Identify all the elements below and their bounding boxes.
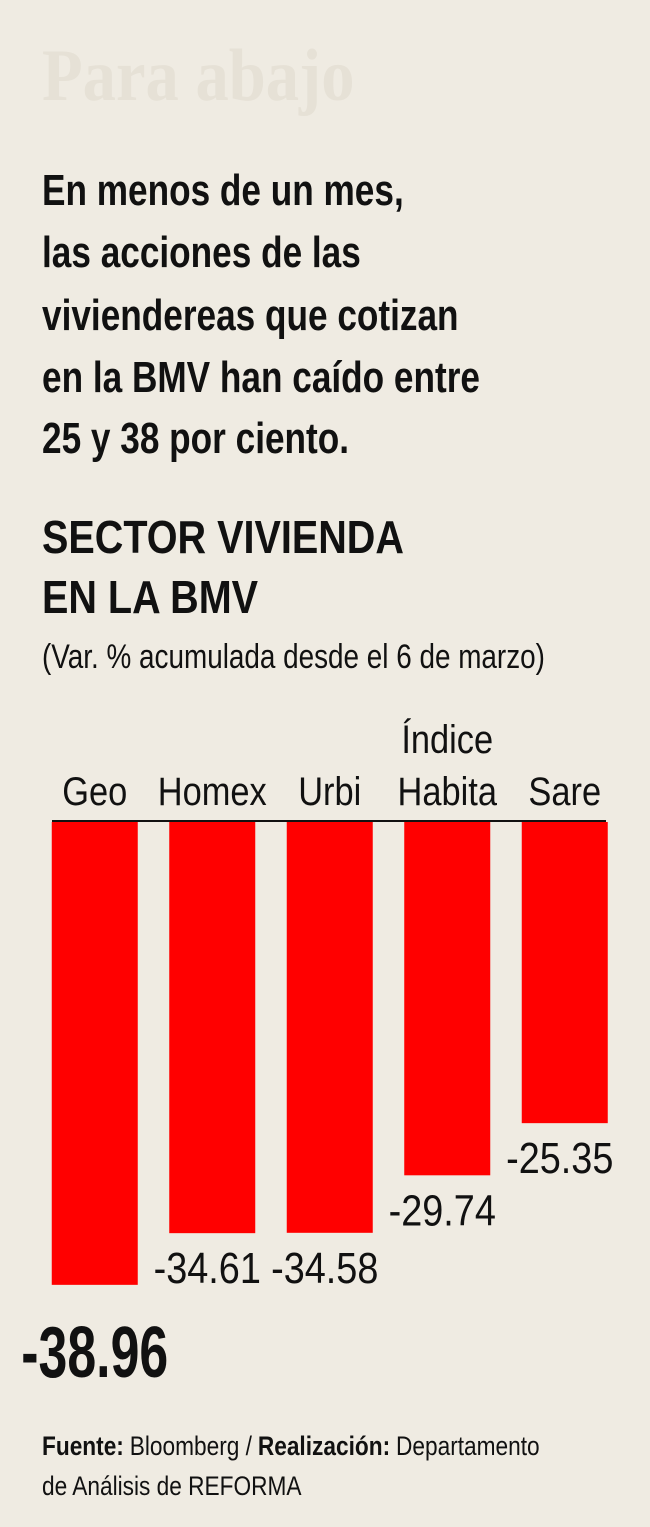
bar — [404, 822, 491, 1176]
chart-note: (Var. % acumulada desde el 6 de marzo) — [42, 637, 545, 675]
subtitle-line: 25 y 38 por ciento. — [42, 414, 349, 463]
bar — [521, 822, 608, 1124]
value-label: -38.96 — [21, 1313, 168, 1393]
subtitle-line: viviendereas que cotizan — [42, 291, 459, 340]
credit-text: de Análisis de REFORMA — [42, 1471, 302, 1501]
subtitle-line: En menos de un mes, — [42, 166, 404, 215]
x-tick-label-line: Urbi — [298, 769, 361, 814]
source-label: Fuente: — [42, 1431, 124, 1461]
value-label: -34.58 — [271, 1243, 378, 1292]
bar — [169, 822, 256, 1234]
subtitle-line: las acciones de las — [42, 228, 361, 277]
x-tick-label: Geo — [62, 769, 127, 814]
x-tick-label: Urbi — [298, 769, 361, 814]
source-text: Bloomberg / — [130, 1431, 252, 1461]
x-tick-label-line: Geo — [62, 769, 127, 814]
x-tick-label-line: Homex — [158, 769, 267, 814]
value-label: -34.61 — [154, 1243, 261, 1292]
x-tick-label: Índice Habita — [398, 717, 498, 814]
x-tick-label-line: Índice — [401, 717, 493, 762]
chart-title: Para abajo — [42, 35, 355, 117]
x-tick-label: Homex — [158, 769, 267, 814]
x-tick-label: Sare — [528, 769, 601, 814]
subtitle-line: en la BMV han caído entre — [42, 353, 480, 402]
chart-heading: SECTOR VIVIENDA — [42, 512, 404, 563]
bar — [51, 822, 138, 1285]
value-label: -29.74 — [389, 1186, 496, 1235]
credit-text: Departamento — [396, 1431, 540, 1461]
credit-label: Realización: — [258, 1431, 390, 1461]
x-tick-label-line: Sare — [528, 769, 601, 814]
chart-heading: EN LA BMV — [42, 572, 258, 623]
bar — [286, 822, 373, 1233]
value-label: -25.35 — [506, 1133, 613, 1182]
source-line: Fuente: Bloomberg / Realización: Departamen… — [42, 1431, 540, 1461]
x-tick-label-line: Habita — [398, 769, 498, 814]
